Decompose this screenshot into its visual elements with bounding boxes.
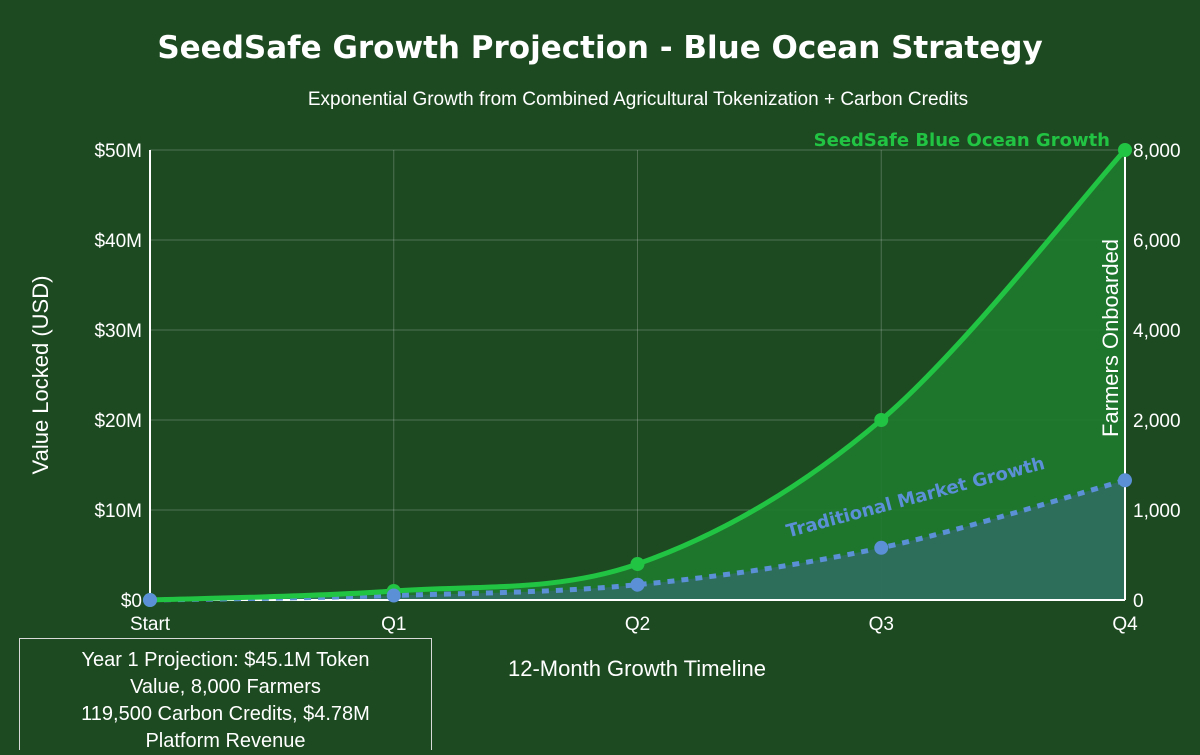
series-line-0 [149, 148, 1127, 603]
y-tick-left: $20M [94, 411, 142, 432]
tick-labels: $0 0 $10M 1,000 $20M 2,000 $30M 4,000 $40M 6,000 $… [94, 141, 1180, 635]
y-tick-right: 8,000 [1133, 141, 1181, 162]
x-tick-label: Q3 [869, 614, 894, 635]
data-point-0 [630, 557, 645, 571]
chart-subtitle: Exponential Growth from Combined Agricul… [308, 89, 968, 110]
axes [149, 150, 1126, 601]
x-tick-label: Q1 [381, 614, 406, 635]
series-lines [149, 148, 1127, 603]
summary-line: Value, 8,000 Farmers [130, 676, 321, 698]
data-point-1 [386, 588, 401, 603]
summary-line: Platform Revenue [145, 730, 306, 752]
y-tick-right: 6,000 [1133, 231, 1181, 252]
series-label-seedsafe: SeedSafe Blue Ocean Growth [814, 130, 1110, 151]
data-point-1 [143, 593, 157, 607]
y-tick-left: $50M [94, 141, 142, 162]
y-tick-right: 0 [1133, 591, 1144, 612]
data-point-1 [630, 577, 645, 592]
chart-title: SeedSafe Growth Projection - Blue Ocean … [157, 30, 1042, 66]
x-tick-label: Start [130, 614, 171, 635]
summary-line: Year 1 Projection: $45.1M Token [81, 649, 370, 671]
y-tick-left: $10M [94, 501, 142, 522]
data-point-0 [874, 413, 889, 427]
data-point-1 [874, 540, 889, 555]
area-fill-1 [150, 480, 1125, 600]
data-point-1 [1118, 473, 1132, 488]
summary-box: Year 1 Projection: $45.1M Token Value, 8… [19, 638, 432, 752]
y-axis-left-label: Value Locked (USD) [28, 276, 53, 475]
y-tick-left: $0 [121, 591, 142, 612]
y-tick-right: 4,000 [1133, 321, 1181, 342]
y-tick-left: $30M [94, 321, 142, 342]
y-tick-right: 2,000 [1133, 411, 1181, 432]
data-point-0 [1118, 143, 1132, 157]
area-fills [150, 150, 1125, 600]
area-fill-0 [150, 150, 1125, 600]
y-tick-right: 1,000 [1133, 501, 1181, 522]
x-tick-label: Q2 [625, 614, 650, 635]
y-axis-right-label: Farmers Onboarded [1098, 239, 1123, 437]
x-axis-label: 12-Month Growth Timeline [508, 656, 766, 681]
data-points [143, 143, 1132, 607]
x-tick-label: Q4 [1112, 614, 1138, 635]
y-tick-left: $40M [94, 231, 142, 252]
summary-line: 119,500 Carbon Credits, $4.78M [81, 703, 370, 725]
